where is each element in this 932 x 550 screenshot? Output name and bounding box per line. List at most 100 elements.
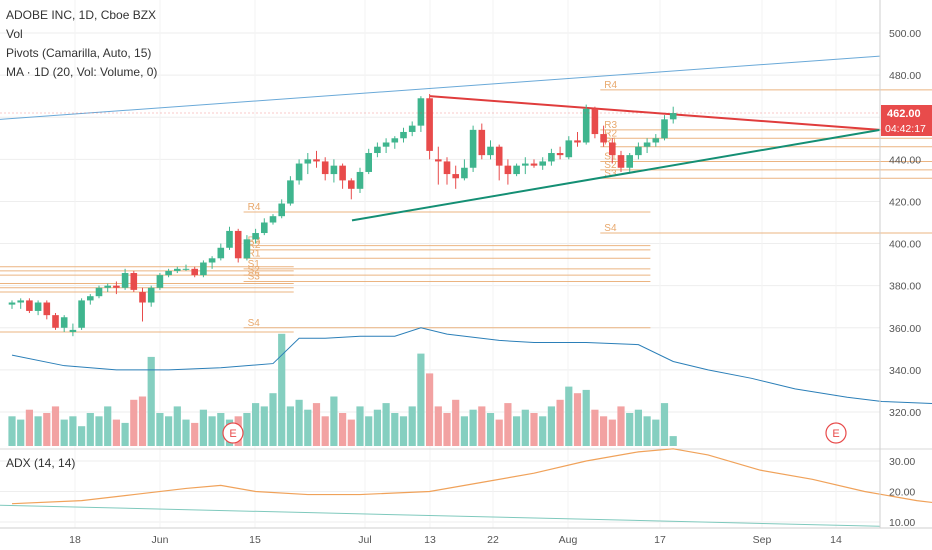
volume-bar	[617, 406, 625, 446]
candle-body	[165, 270, 172, 276]
adx-label[interactable]: ADX (14, 14)	[6, 456, 76, 470]
volume-ma-path	[11, 327, 932, 404]
candle-body	[174, 268, 181, 271]
candle-body	[60, 317, 68, 328]
candle-body	[643, 142, 651, 147]
earnings-label: E	[229, 428, 236, 440]
volume-bar	[573, 393, 582, 446]
candle-body	[504, 165, 512, 175]
candlesticks	[8, 94, 677, 337]
candle-body	[139, 291, 146, 303]
resistance-line	[429, 95, 881, 131]
earnings-marker[interactable]: E	[222, 422, 244, 444]
support-line	[351, 128, 881, 222]
candle-body	[200, 262, 207, 276]
candle-body	[391, 138, 399, 143]
pivot-label: S3	[604, 168, 617, 179]
volume-bar	[312, 403, 321, 446]
price-tick: 320.00	[889, 407, 921, 419]
volume-bar	[356, 406, 364, 446]
volume-bar	[191, 422, 199, 446]
candle-body	[287, 180, 294, 204]
volume-bar	[521, 409, 529, 446]
volume-bar	[408, 406, 416, 446]
volume-bar	[643, 416, 651, 446]
adx-tick: 20.00	[889, 487, 915, 499]
candle-body	[69, 329, 77, 332]
volume-bar	[339, 413, 347, 446]
pivot-label: R2	[248, 240, 261, 251]
price-axis: 500.00480.00460.00440.00420.00400.00380.…	[0, 0, 932, 529]
adx-pane	[0, 448, 932, 505]
candle-body	[252, 233, 259, 240]
volume-bar	[600, 416, 608, 446]
candle-body	[191, 268, 198, 276]
candle-body	[295, 163, 303, 181]
volume-bar	[51, 406, 60, 446]
time-tick: Jun	[152, 534, 169, 546]
volume-bar	[539, 416, 547, 446]
time-tick: 17	[654, 534, 666, 546]
volume-bar	[138, 396, 147, 446]
legend-vol[interactable]: Vol	[6, 27, 23, 41]
volume-bar	[25, 409, 33, 446]
volume-bar	[269, 393, 277, 446]
price-tick: 480.00	[889, 70, 921, 82]
volume-bar	[17, 419, 25, 446]
pivot-label: S4	[248, 318, 261, 329]
candle-body	[226, 230, 233, 248]
candle-body	[530, 163, 538, 166]
volume-bar	[434, 406, 442, 446]
price-tick: 360.00	[889, 323, 921, 335]
time-tick: 18	[69, 534, 81, 546]
candle-body	[156, 275, 164, 288]
candle-body	[365, 153, 372, 172]
volume-bar	[634, 409, 642, 446]
volume-bar	[547, 406, 555, 446]
time-axis: 18 Jun 15 Jul 13 22 Aug 17 Sep 14	[0, 527, 932, 546]
volume-bar	[165, 416, 173, 446]
volume-bar	[373, 409, 381, 446]
volume-bar	[469, 409, 477, 446]
volume-bar	[199, 409, 207, 446]
volume-bar	[156, 413, 164, 446]
volume-ma-line	[11, 327, 932, 404]
time-tick: 13	[424, 534, 436, 546]
volume-bar	[321, 416, 329, 446]
legend-pivots[interactable]: Pivots (Camarilla, Auto, 15)	[6, 46, 152, 60]
candle-body	[408, 125, 416, 132]
candle-body	[461, 167, 468, 179]
candle-body	[243, 239, 251, 259]
candle-body	[435, 159, 442, 162]
volume-bar	[652, 419, 660, 446]
volume-bar	[286, 406, 294, 446]
time-tick: 15	[249, 534, 261, 546]
earnings-marker[interactable]: E	[825, 422, 847, 444]
candle-body	[269, 216, 277, 223]
candle-body	[426, 98, 433, 151]
candle-body	[52, 315, 59, 328]
legend-title[interactable]: ADOBE INC, 1D, Cboe BZX	[6, 8, 157, 22]
candle-body	[487, 146, 494, 156]
volume-bar	[556, 399, 564, 446]
earnings-label: E	[832, 428, 839, 440]
candle-body	[208, 258, 216, 263]
volume-bars	[8, 333, 677, 446]
candle-body	[513, 165, 520, 175]
candle-body	[495, 146, 503, 166]
candle-body	[469, 129, 477, 168]
volume-bar	[530, 413, 538, 446]
candle-body	[348, 180, 355, 189]
candle-body	[661, 119, 668, 139]
candle-body	[87, 296, 94, 301]
legend-ma[interactable]: MA · 1D (20, Vol: Volume, 0)	[6, 65, 158, 79]
pivot-label: S2	[604, 160, 617, 171]
candle-body	[556, 153, 564, 156]
candle-body	[478, 129, 486, 156]
volume-bar	[182, 419, 190, 446]
candle-body	[609, 142, 616, 156]
volume-bar	[513, 416, 521, 446]
candle-body	[261, 222, 268, 234]
volume-bar	[95, 416, 103, 446]
